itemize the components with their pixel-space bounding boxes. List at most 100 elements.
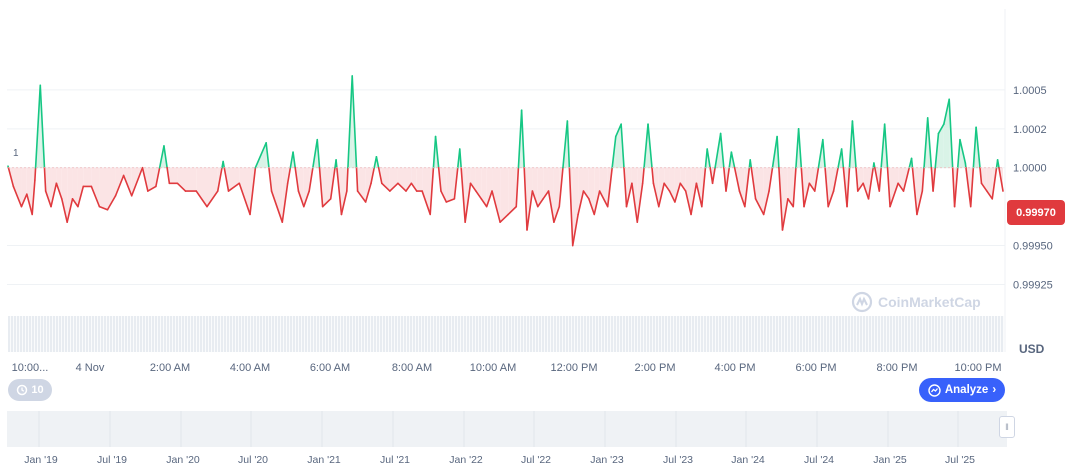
price-segment-down: [709, 166, 714, 185]
price-segment-down: [475, 190, 483, 200]
price-segment-down: [355, 166, 359, 192]
volume-bar: [116, 316, 119, 352]
volume-bar: [497, 316, 500, 352]
price-area-segment: [583, 167, 589, 199]
volume-bar: [227, 316, 230, 352]
volume-bar: [386, 316, 389, 352]
analyze-button[interactable]: Analyze ›: [919, 378, 1005, 402]
volume-bar: [896, 316, 899, 352]
volume-bar: [398, 316, 401, 352]
volume-bar: [911, 316, 914, 352]
volume-bar: [152, 316, 155, 352]
volume-bar: [524, 316, 527, 352]
price-segment-up: [335, 159, 338, 169]
volume-bar: [374, 316, 377, 352]
volume-bar: [572, 316, 575, 352]
volume-bar: [164, 316, 167, 352]
price-area-segment: [500, 167, 509, 223]
volume-bar: [239, 316, 242, 352]
history-button[interactable]: 10: [8, 379, 52, 401]
volume-bar: [1001, 316, 1004, 352]
price-area-segment: [77, 167, 84, 207]
price-segment-down: [321, 198, 332, 208]
price-segment-down: [238, 182, 251, 216]
price-segment-down: [750, 166, 757, 200]
volume-bar: [449, 316, 452, 352]
volume-bar: [626, 316, 629, 352]
price-segment-down: [723, 166, 727, 192]
price-segment-down: [846, 166, 851, 208]
navigator-area[interactable]: [7, 411, 1007, 447]
price-segment-up: [776, 135, 780, 169]
price-area-segment: [626, 167, 632, 207]
volume-bar: [272, 316, 275, 352]
volume-bar: [815, 316, 818, 352]
volume-bar: [713, 316, 716, 352]
price-segment-down: [318, 166, 324, 208]
volume-bar: [332, 316, 335, 352]
volume-bar: [488, 316, 491, 352]
price-segment-down: [147, 185, 157, 192]
volume-bar: [533, 316, 536, 352]
price-segment-down: [623, 166, 628, 208]
volume-bar: [53, 316, 56, 352]
volume-bar: [878, 316, 881, 352]
price-segment-up: [923, 117, 929, 169]
navigator-tick-label: Jan '22: [449, 454, 483, 466]
y-tick-label: 0.99925: [1013, 279, 1053, 291]
price-segment-down: [965, 166, 972, 208]
x-tick-label: 4:00 AM: [230, 362, 270, 374]
price-segment-down: [932, 166, 937, 192]
price-segment-down: [824, 166, 830, 208]
price-segment-up: [795, 128, 800, 169]
price-segment-down: [297, 190, 305, 208]
volume-bar: [119, 316, 122, 352]
volume-bar: [461, 316, 464, 352]
price-area-segment: [548, 167, 554, 223]
volume-bar: [584, 316, 587, 352]
price-segment-down: [674, 182, 682, 203]
x-tick-label: 8:00 PM: [877, 362, 918, 374]
volume-bar: [302, 316, 305, 352]
x-tick-label: 2:00 PM: [635, 362, 676, 374]
volume-bar: [773, 316, 776, 352]
volume-bar: [470, 316, 473, 352]
volume-bar: [893, 316, 896, 352]
volume-bar: [974, 316, 977, 352]
volume-bar: [926, 316, 929, 352]
volume-bar: [836, 316, 839, 352]
volume-bar: [458, 316, 461, 352]
price-area-segment: [61, 167, 68, 223]
price-segment-down: [902, 166, 911, 192]
price-area-segment: [26, 167, 33, 215]
volume-bar: [968, 316, 971, 352]
price-area-segment: [881, 124, 885, 168]
volume-bar: [704, 316, 707, 352]
price-area-segment: [56, 167, 62, 199]
navigator-drag-handle[interactable]: ǁ: [999, 416, 1015, 438]
volume-bar: [506, 316, 509, 352]
volume-bar: [467, 316, 470, 352]
price-area-segment: [787, 167, 794, 207]
x-tick-label: 4:00 PM: [715, 362, 756, 374]
price-area-segment: [91, 167, 100, 207]
price-segment-down: [499, 213, 509, 223]
volume-bar: [338, 316, 341, 352]
x-tick-label: 10:00...: [12, 362, 49, 374]
navigator-tick-label: Jul '22: [521, 454, 551, 466]
price-segment-down: [725, 166, 731, 192]
price-segment-down: [114, 174, 125, 197]
volume-bar: [695, 316, 698, 352]
price-segment-down: [636, 182, 644, 223]
volume-bar: [932, 316, 935, 352]
volume-bar: [347, 316, 350, 352]
volume-bar: [509, 316, 512, 352]
price-segment-down: [268, 166, 273, 192]
volume-bar: [323, 316, 326, 352]
volume-bar: [335, 316, 338, 352]
volume-bar: [77, 316, 80, 352]
price-segment-up: [728, 151, 733, 169]
volume-bar: [212, 316, 215, 352]
volume-bar: [632, 316, 635, 352]
